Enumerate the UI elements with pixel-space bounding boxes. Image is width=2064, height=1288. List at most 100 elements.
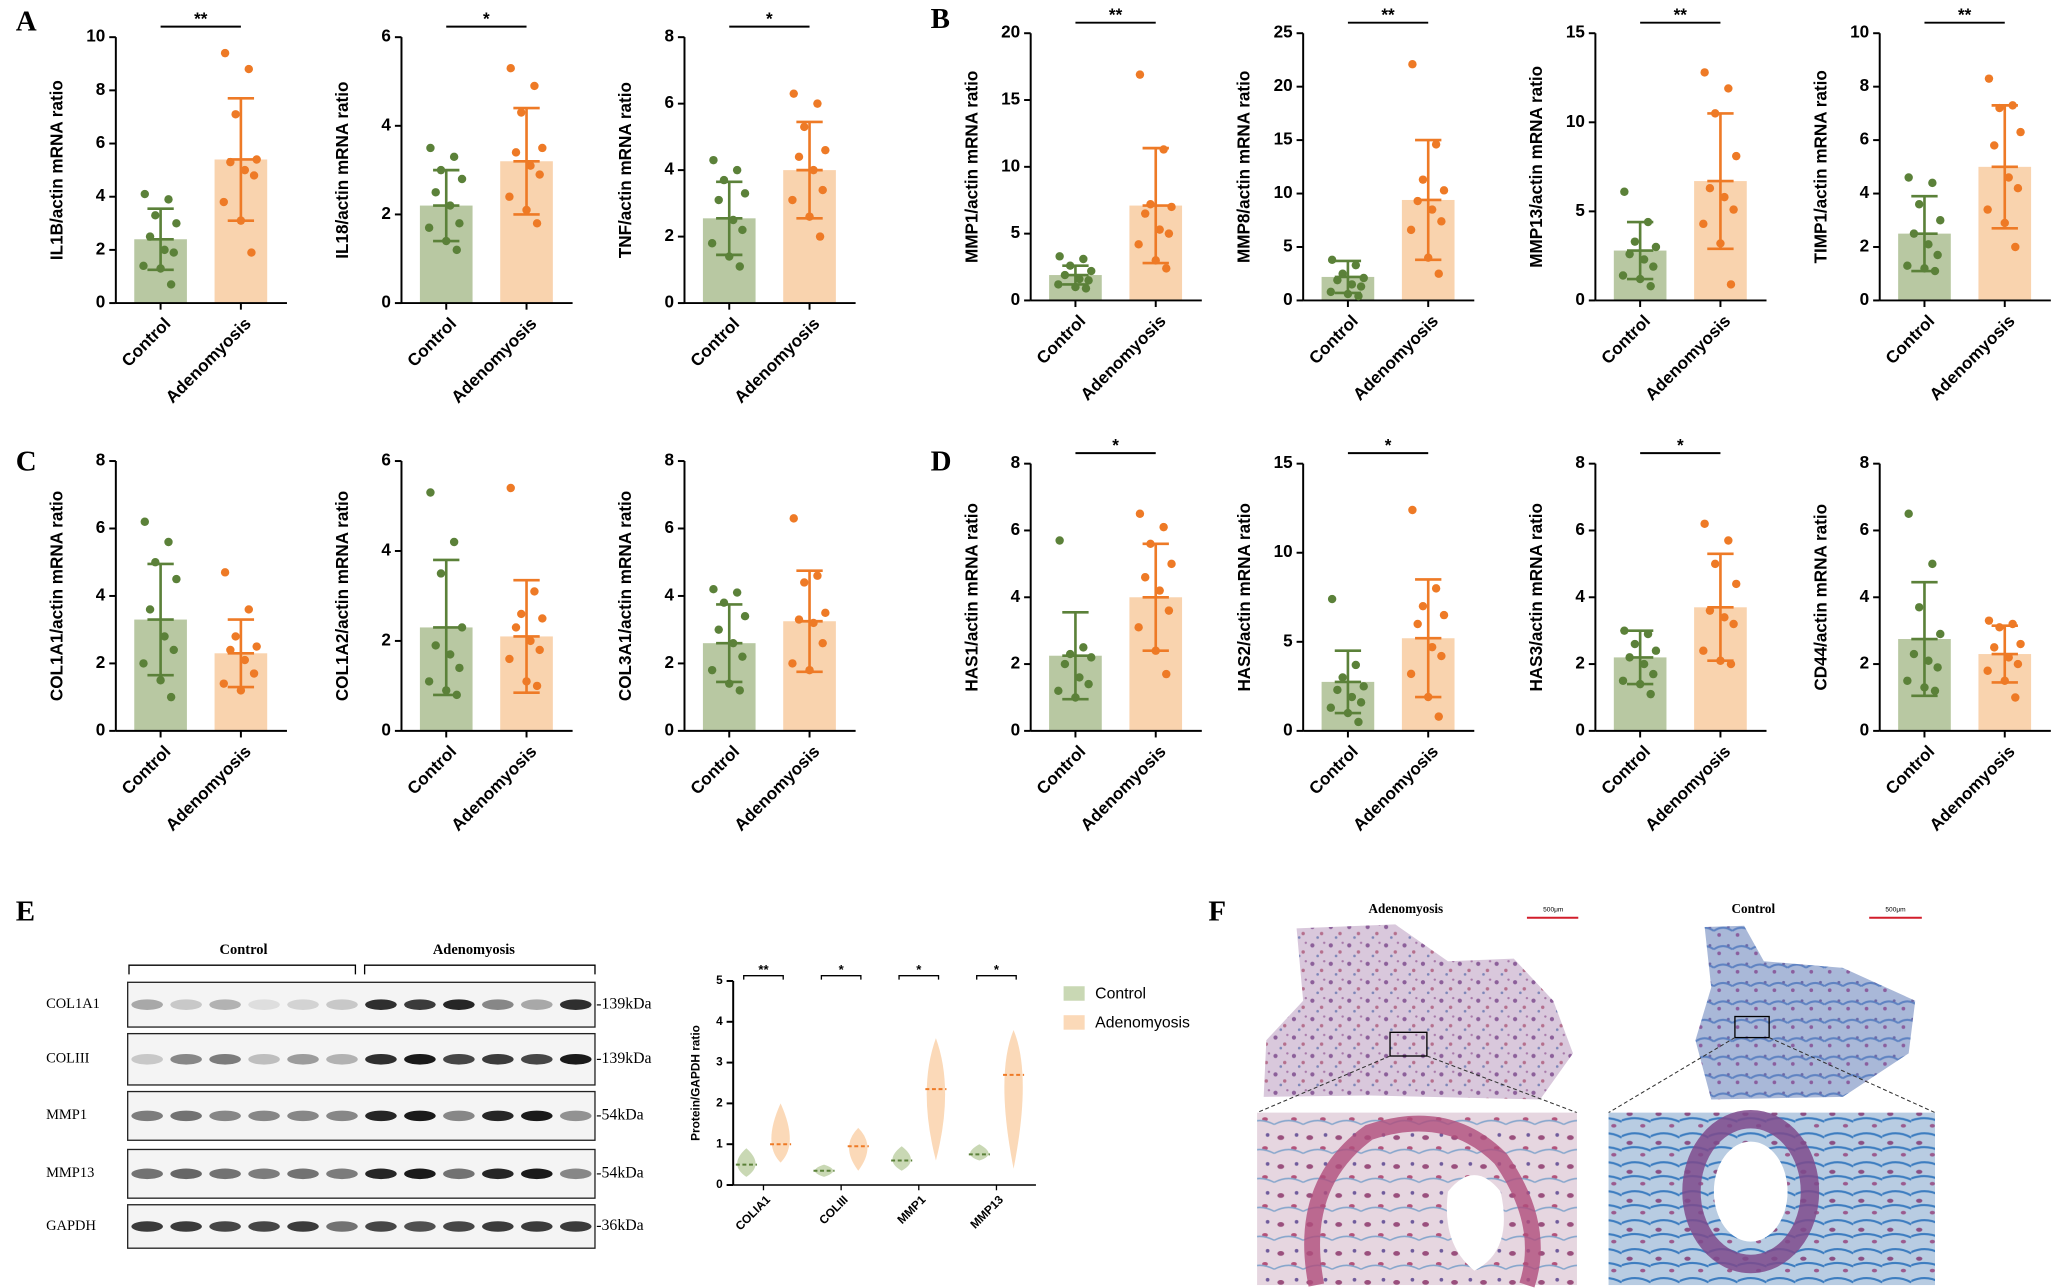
data-point — [1437, 651, 1446, 661]
data-point — [789, 89, 798, 98]
group-bracket — [128, 964, 596, 975]
panel-label: B — [931, 3, 950, 35]
significance-label: ** — [1958, 6, 1972, 25]
data-point — [1327, 255, 1337, 265]
x-tick-label: COLIII — [816, 1193, 851, 1228]
y-tick-label: 4 — [664, 585, 674, 604]
data-point — [172, 219, 181, 228]
data-point — [426, 488, 435, 497]
data-point — [1359, 682, 1368, 691]
blot-strip — [127, 981, 596, 1028]
blot-band — [170, 1168, 202, 1180]
data-point — [1699, 646, 1708, 655]
y-tick-label: 2 — [1860, 654, 1870, 673]
y-tick-label: 4 — [1575, 587, 1585, 606]
data-point — [247, 248, 256, 257]
data-point — [821, 608, 830, 618]
y-tick-label: 3 — [716, 1055, 723, 1069]
y-tick-label: 6 — [96, 133, 106, 152]
blot-protein: MMP13 — [46, 1165, 94, 1181]
error-bar — [1062, 264, 1089, 286]
error-bar — [433, 558, 460, 697]
data-point — [714, 195, 723, 205]
significance-bracket — [898, 975, 940, 980]
error-bar — [227, 97, 255, 222]
data-point — [424, 223, 434, 232]
x-tick-label: Adenomyosis — [162, 742, 255, 835]
error-bar — [227, 618, 255, 689]
y-tick-label: 6 — [381, 451, 391, 470]
data-point — [813, 571, 822, 580]
error-bar — [513, 106, 540, 216]
data-point — [244, 64, 253, 74]
blot-band — [326, 1221, 358, 1232]
data-point — [740, 611, 750, 621]
y-tick-label: 0 — [381, 293, 391, 312]
data-point — [505, 654, 514, 664]
y-tick-label: 5 — [1283, 631, 1293, 650]
data-point — [1351, 260, 1361, 270]
x-tick-label: Control — [1598, 742, 1654, 798]
y-tick-label: 5 — [1283, 237, 1293, 256]
data-point — [1990, 141, 1999, 150]
blot-strip — [127, 1032, 596, 1086]
data-point — [818, 638, 827, 648]
violin — [737, 1148, 756, 1177]
data-point — [1159, 522, 1168, 532]
data-point — [1434, 269, 1443, 278]
blot-band — [365, 1168, 397, 1180]
data-point — [2013, 183, 2023, 193]
data-point — [1418, 175, 1428, 184]
x-tick-label: Adenomyosis — [1926, 311, 2019, 404]
y-tick-label: 6 — [1860, 130, 1870, 149]
y-tick-label: 4 — [664, 160, 674, 179]
blot-band — [326, 1054, 358, 1065]
blot-band — [443, 1168, 475, 1180]
data-point — [1408, 60, 1417, 69]
blot-band — [521, 1110, 553, 1122]
data-point — [1903, 261, 1912, 270]
x-tick-label: Control — [687, 742, 743, 798]
blot-band — [482, 1054, 514, 1065]
panel-label: E — [16, 895, 35, 927]
blot-band — [365, 1221, 397, 1232]
data-point — [818, 185, 827, 195]
data-point — [732, 165, 742, 175]
data-point — [1356, 698, 1366, 707]
data-point — [431, 641, 440, 650]
data-point — [1354, 717, 1363, 727]
blot-band — [365, 1110, 397, 1122]
blot-band — [209, 1054, 241, 1065]
data-point — [169, 248, 178, 257]
data-point — [1418, 601, 1428, 611]
blot-band — [209, 999, 241, 1010]
data-point — [2016, 639, 2025, 649]
error-bar — [1991, 104, 2018, 230]
data-point — [164, 537, 173, 547]
data-point — [530, 587, 539, 596]
histology: Adenomyosis Control 500μm 500μm — [1256, 901, 1936, 1288]
y-tick-label: 5 — [1011, 223, 1021, 242]
violin — [849, 1127, 868, 1171]
x-tick-label: Control — [1033, 742, 1089, 798]
data-point — [1639, 255, 1649, 264]
data-point — [1700, 68, 1709, 77]
data-point — [1134, 623, 1143, 632]
blot-protein: MMP1 — [46, 1107, 87, 1123]
y-tick-label: 10 — [1001, 156, 1020, 175]
y-tick-label: 4 — [381, 115, 391, 134]
data-point — [707, 239, 717, 248]
legend-swatch — [1063, 1015, 1085, 1030]
data-point — [511, 623, 521, 632]
x-tick-label: Control — [118, 314, 174, 370]
blot-strip — [127, 1090, 596, 1141]
data-point — [1933, 250, 1942, 260]
blot-protein: COLIII — [46, 1051, 90, 1067]
blot-band — [209, 1110, 241, 1122]
data-point — [1924, 656, 1933, 665]
x-tick-label: COLIA1 — [732, 1192, 773, 1233]
error-bar — [1707, 552, 1734, 663]
data-point — [139, 659, 148, 668]
x-tick-label: Control — [404, 742, 460, 798]
violin — [970, 1144, 989, 1161]
